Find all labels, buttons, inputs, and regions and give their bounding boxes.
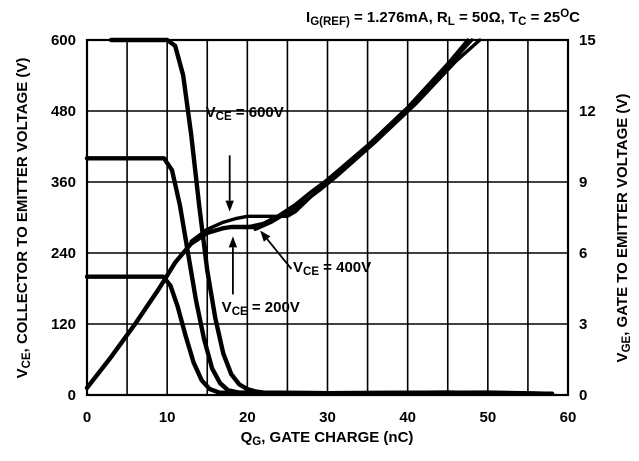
y-right-tick-label: 6 [579,245,587,262]
y-right-axis-title: VGE, GATE TO EMITTER VOLTAGE (V) [614,94,633,363]
y-left-tick-label: 0 [68,387,76,404]
y-right-tick-label: 3 [579,316,587,333]
annotation-arrowhead-2 [260,230,271,242]
annotations: VCE = 600V VCE = 400V VCE = 200V [206,104,372,319]
grid-layer [87,40,568,395]
vge-curve-5 [189,38,474,243]
x-tick-label: 30 [319,409,336,426]
vce-curve-1 [108,37,555,396]
annotation-label-2: VCE = 400V [293,259,371,278]
y-left-tick-label: 360 [51,174,76,191]
x-tick-label: 20 [239,409,256,426]
annotation-label-1: VCE = 600V [206,104,284,123]
annotation-label-3: VCE = 200V [222,299,300,318]
vge-curve-6 [245,38,470,229]
y-left-tick-label: 480 [51,103,76,120]
x-tick-label: 0 [83,409,91,426]
x-tick-label: 10 [159,409,176,426]
x-axis-title: QG, GATE CHARGE (nC) [241,429,414,448]
y-right-tick-label: 12 [579,103,596,120]
x-tick-label: 50 [479,409,496,426]
plot-frame [85,38,570,397]
vce-curve-3 [84,274,555,396]
x-tick-label: 60 [560,409,577,426]
y-right-tick-label: 15 [579,32,596,49]
y-left-tick-label: 240 [51,245,76,262]
y-left-tick-label: 120 [51,316,76,333]
vge-curve-7 [253,38,482,231]
y-left-tick-label: 600 [51,32,76,49]
annotation-arrowhead-1 [225,200,234,212]
x-tick-label: 40 [399,409,416,426]
y-left-axis-title: VCE, COLLECTOR TO EMITTER VOLTAGE (V) [14,58,33,379]
vge-curve-4 [84,224,258,391]
annotation-arrow-2 [266,238,293,270]
y-right-tick-label: 9 [579,174,587,191]
curve-layer [84,37,555,396]
chart-title: IG(REF) = 1.276mA, RL = 50Ω, TC = 25OC [306,8,580,28]
y-right-tick-label: 0 [579,387,587,404]
annotation-arrowhead-3 [228,236,238,248]
